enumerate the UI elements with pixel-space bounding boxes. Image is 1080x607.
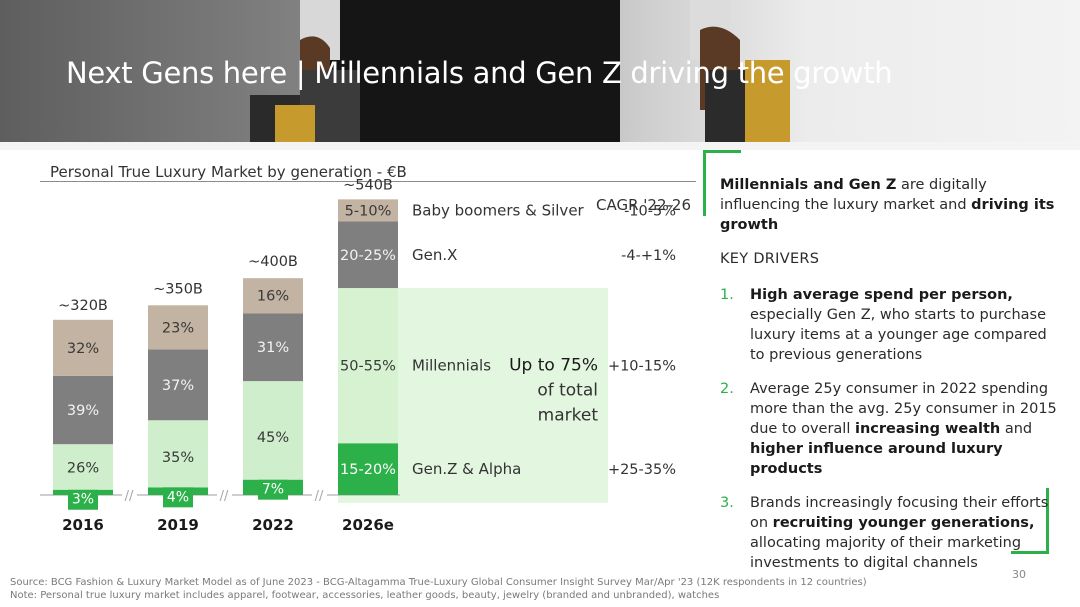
page-number: 30 xyxy=(1012,568,1026,581)
cagr-value: -4-+1% xyxy=(621,248,676,264)
bar-label: 39% xyxy=(67,403,99,419)
bar-total-label: ~540B xyxy=(343,177,393,193)
series-legend-label: Millennials xyxy=(412,357,491,375)
bar-segment xyxy=(148,305,208,350)
bar-segment xyxy=(338,199,398,222)
bar-segment xyxy=(338,443,398,495)
source-note: Source: BCG Fashion & Luxury Market Mode… xyxy=(10,577,867,601)
panel-headline: Millennials and Gen Z are digitally infl… xyxy=(720,177,1055,233)
bar-total-label: ~350B xyxy=(153,281,203,297)
series-legend-label: Baby boomers & Silver xyxy=(412,201,585,219)
bar-label: 20-25% xyxy=(340,248,396,264)
callout-text: market xyxy=(538,406,599,426)
bar-label: 31% xyxy=(257,340,289,356)
page-title: Next Gens here | Millennials and Gen Z d… xyxy=(66,56,893,90)
bar-label: 26% xyxy=(67,460,99,476)
bar-label: 16% xyxy=(257,289,289,305)
axis-break: // xyxy=(315,489,324,504)
bar-label: 3% xyxy=(72,492,94,508)
bar-segment xyxy=(243,278,303,314)
bar-label: 15-20% xyxy=(340,462,396,478)
key-drivers-label: KEY DRIVERS xyxy=(720,251,820,267)
bracket-bottom-horizontal xyxy=(1011,551,1049,554)
bar-label: 50-55% xyxy=(340,359,396,375)
genz-badge xyxy=(258,477,288,500)
bar-label: 37% xyxy=(162,378,194,394)
driver-item: 2. Average 25y consumer in 2022 spending… xyxy=(720,381,1057,477)
bar-label: 5-10% xyxy=(345,203,392,219)
genz-badge xyxy=(163,485,193,508)
axis-break: // xyxy=(220,489,229,504)
bracket-top-vertical xyxy=(703,150,706,216)
bar-segment xyxy=(243,381,303,480)
series-legend-label: Gen.Z & Alpha xyxy=(412,460,521,478)
bar-label: 23% xyxy=(162,320,194,336)
chart-title: Personal True Luxury Market by generatio… xyxy=(50,163,407,181)
bar-label: 7% xyxy=(262,482,284,498)
category-label: 2016 xyxy=(62,516,104,534)
series-legend-label: Gen.X xyxy=(412,246,457,264)
bar-segment xyxy=(243,313,303,382)
chart-title-rule xyxy=(40,181,696,182)
bar-segment xyxy=(148,349,208,421)
bracket-top-horizontal xyxy=(703,150,741,153)
callout-text: of total xyxy=(537,381,598,401)
category-label: 2026e xyxy=(342,516,394,534)
category-label: 2022 xyxy=(252,516,294,534)
bar-label: 35% xyxy=(162,450,194,466)
bar-segment xyxy=(53,375,113,445)
divider-band xyxy=(0,142,1080,150)
bar-segment xyxy=(338,288,398,444)
key-drivers-panel: Millennials and Gen Z are digitally infl… xyxy=(720,175,1060,587)
bar-label: 4% xyxy=(167,489,189,505)
category-label: 2019 xyxy=(157,516,199,534)
header-banner: Next Gens here | Millennials and Gen Z d… xyxy=(0,0,1080,142)
cagr-value: +10-15% xyxy=(608,359,676,375)
bar-segment xyxy=(53,319,113,376)
cagr-header: CAGR '22-26 xyxy=(596,196,691,214)
genz-badge xyxy=(68,487,98,510)
driver-item: 3. Brands increasingly focusing their ef… xyxy=(720,495,1049,571)
stacked-bar-chart: // // // 3% 26% 39% 32% ~320B 2016 4% 35% 37% 23% ~35… xyxy=(40,177,676,534)
bracket-bottom-vertical xyxy=(1046,488,1049,554)
bar-total-label: ~400B xyxy=(248,254,298,270)
axis-break: // xyxy=(125,489,134,504)
cagr-value: -10-5% xyxy=(624,203,676,219)
bar-label: 45% xyxy=(257,430,289,446)
bar-segment xyxy=(148,420,208,488)
bar-segment xyxy=(53,444,113,490)
bar-label: 32% xyxy=(67,341,99,357)
driver-item: 1. High average spend per person, especi… xyxy=(720,287,1047,363)
callout-highlight: Up to 75% xyxy=(509,356,598,376)
bar-segment xyxy=(338,221,398,289)
cagr-value: +25-35% xyxy=(608,462,676,478)
shopping-bags-photo xyxy=(250,0,790,142)
bar-total-label: ~320B xyxy=(58,298,108,314)
